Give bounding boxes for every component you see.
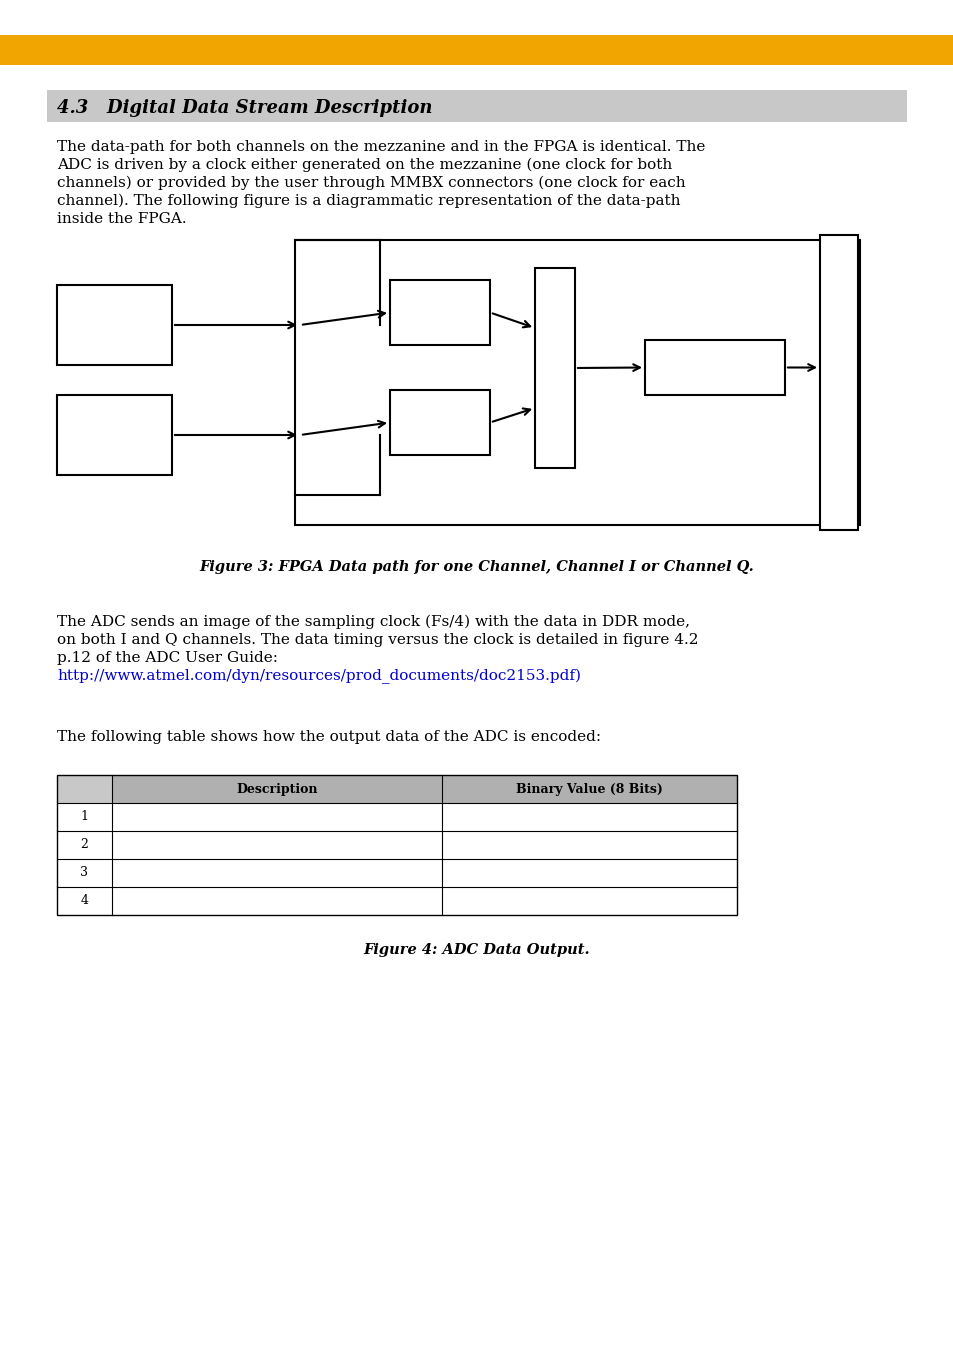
Text: 3: 3 bbox=[80, 867, 89, 879]
Text: inside the FPGA.: inside the FPGA. bbox=[57, 212, 187, 225]
Bar bbox=[57, 775, 737, 915]
Text: Figure 4: ADC Data Output.: Figure 4: ADC Data Output. bbox=[363, 944, 590, 957]
Bar bbox=[47, 90, 906, 122]
Bar bbox=[644, 340, 784, 396]
Text: Description: Description bbox=[236, 783, 317, 795]
Bar bbox=[441, 775, 737, 803]
Text: http://www.atmel.com/dyn/resources/prod_documents/doc2153.pdf): http://www.atmel.com/dyn/resources/prod_… bbox=[57, 670, 580, 684]
Text: Figure 3: FPGA Data path for one Channel, Channel I or Channel Q.: Figure 3: FPGA Data path for one Channel… bbox=[199, 560, 754, 574]
Text: User Manual SMT791: User Manual SMT791 bbox=[57, 43, 227, 57]
Text: Page 12 of 12: Page 12 of 12 bbox=[423, 43, 530, 57]
Bar bbox=[820, 235, 857, 531]
Text: 2: 2 bbox=[80, 838, 89, 852]
Text: Binary Value (8 Bits): Binary Value (8 Bits) bbox=[516, 783, 662, 795]
Text: ADC is driven by a clock either generated on the mezzanine (one clock for both: ADC is driven by a clock either generate… bbox=[57, 158, 672, 173]
Text: The ADC sends an image of the sampling clock (Fs/4) with the data in DDR mode,: The ADC sends an image of the sampling c… bbox=[57, 616, 689, 629]
Bar bbox=[57, 396, 172, 475]
Bar bbox=[535, 269, 575, 468]
Text: Last Edited: 12/10/2010 09:52:00: Last Edited: 12/10/2010 09:52:00 bbox=[638, 43, 896, 57]
Text: channels) or provided by the user through MMBX connectors (one clock for each: channels) or provided by the user throug… bbox=[57, 176, 685, 190]
Text: 4: 4 bbox=[80, 895, 89, 907]
Bar bbox=[0, 35, 953, 65]
Text: The following table shows how the output data of the ADC is encoded:: The following table shows how the output… bbox=[57, 730, 600, 744]
Bar bbox=[390, 279, 490, 346]
Text: p.12 of the ADC User Guide:: p.12 of the ADC User Guide: bbox=[57, 651, 277, 666]
Bar bbox=[294, 240, 859, 525]
Text: 4.3   Digital Data Stream Description: 4.3 Digital Data Stream Description bbox=[57, 99, 432, 117]
Text: 1: 1 bbox=[80, 810, 89, 824]
Text: The data-path for both channels on the mezzanine and in the FPGA is identical. T: The data-path for both channels on the m… bbox=[57, 140, 704, 154]
Bar bbox=[390, 390, 490, 455]
Bar bbox=[112, 775, 441, 803]
Bar bbox=[57, 775, 112, 803]
Text: on both I and Q channels. The data timing versus the clock is detailed in figure: on both I and Q channels. The data timin… bbox=[57, 633, 698, 647]
Text: channel). The following figure is a diagrammatic representation of the data-path: channel). The following figure is a diag… bbox=[57, 194, 679, 208]
Bar bbox=[57, 285, 172, 364]
